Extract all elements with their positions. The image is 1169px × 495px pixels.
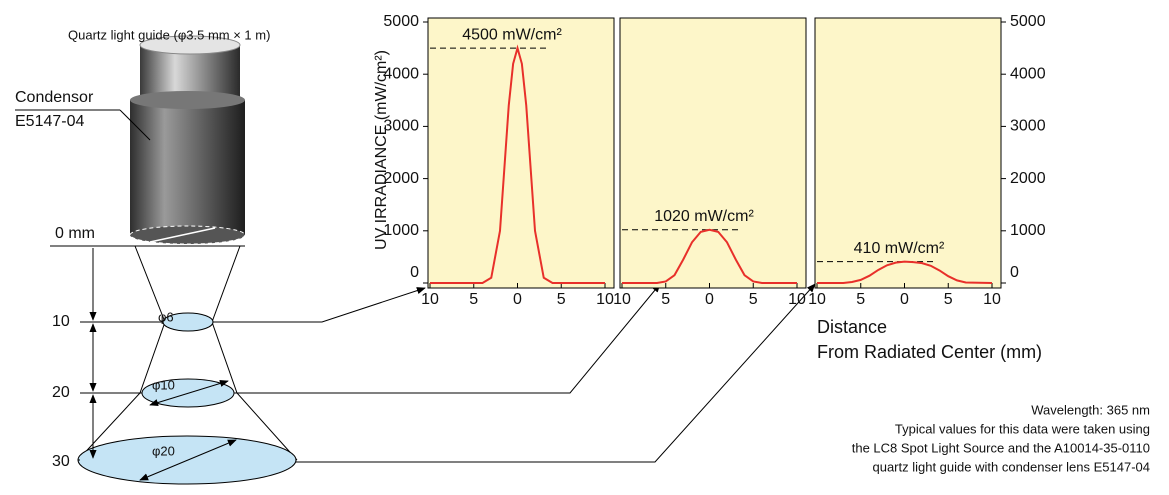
y-tick-label: 3000 (1010, 118, 1046, 135)
footnote: Wavelength: 365 nm (1031, 402, 1150, 417)
x-tick-label: 0 (705, 291, 714, 308)
x-tick-label: 10 (808, 291, 826, 308)
peak-label: 4500 mW/cm² (462, 26, 562, 43)
level-label: 0 mm (55, 225, 95, 242)
condensor-label: Condensor (15, 89, 94, 106)
y-tick-label: 2000 (1010, 170, 1046, 187)
footnote: Typical values for this data were taken … (895, 421, 1150, 436)
x-tick-label: 5 (856, 291, 865, 308)
y-tick-label: 2000 (383, 170, 419, 187)
spot-label: φ6 (158, 309, 174, 324)
x-tick-label: 10 (596, 291, 614, 308)
irradiance-line (622, 228, 797, 284)
condensor-model: E5147-04 (15, 113, 84, 130)
x-tick-label: 10 (613, 291, 631, 308)
x-axis-label: From Radiated Center (mm) (817, 342, 1042, 362)
level-label: 20 (52, 384, 70, 401)
y-axis-label: UV IRRADIANCE (mW/cm²) (373, 50, 390, 250)
x-tick-label: 5 (557, 291, 566, 308)
y-tick-label: 5000 (1010, 13, 1046, 30)
spot-label: φ20 (152, 443, 175, 458)
peak-label: 410 mW/cm² (854, 240, 945, 257)
light-guide-label: Quartz light guide (φ3.5 mm × 1 m) (68, 27, 270, 42)
x-tick-label: 0 (900, 291, 909, 308)
y-tick-label: 4000 (1010, 65, 1046, 82)
footnote: the LC8 Spot Light Source and the A10014… (852, 440, 1150, 455)
y-tick-label: 5000 (383, 13, 419, 30)
spot-label: φ10 (152, 377, 175, 392)
peak-label: 1020 mW/cm² (654, 208, 754, 225)
x-tick-label: 5 (661, 291, 670, 308)
irradiance-line (817, 260, 993, 284)
x-tick-label: 5 (749, 291, 758, 308)
level-label: 30 (52, 453, 70, 470)
x-tick-label: 5 (944, 291, 953, 308)
x-tick-label: 0 (513, 291, 522, 308)
y-tick-label: 3000 (383, 118, 419, 135)
y-tick-label: 1000 (383, 222, 419, 239)
y-tick-label: 0 (1010, 264, 1019, 281)
x-tick-label: 10 (983, 291, 1001, 308)
x-tick-label: 10 (421, 291, 439, 308)
x-tick-label: 10 (788, 291, 806, 308)
x-tick-label: 5 (469, 291, 478, 308)
y-tick-label: 0 (410, 264, 419, 281)
x-axis-label: Distance (817, 317, 887, 337)
level-label: 10 (52, 313, 70, 330)
plot-background (814, 17, 1002, 289)
y-tick-label: 1000 (1010, 222, 1046, 239)
irradiance-line (430, 44, 605, 284)
plot-background (619, 17, 807, 289)
y-tick-label: 4000 (383, 65, 419, 82)
light-guide-drawing (15, 35, 816, 485)
footnote: quartz light guide with condenser lens E… (872, 459, 1150, 474)
